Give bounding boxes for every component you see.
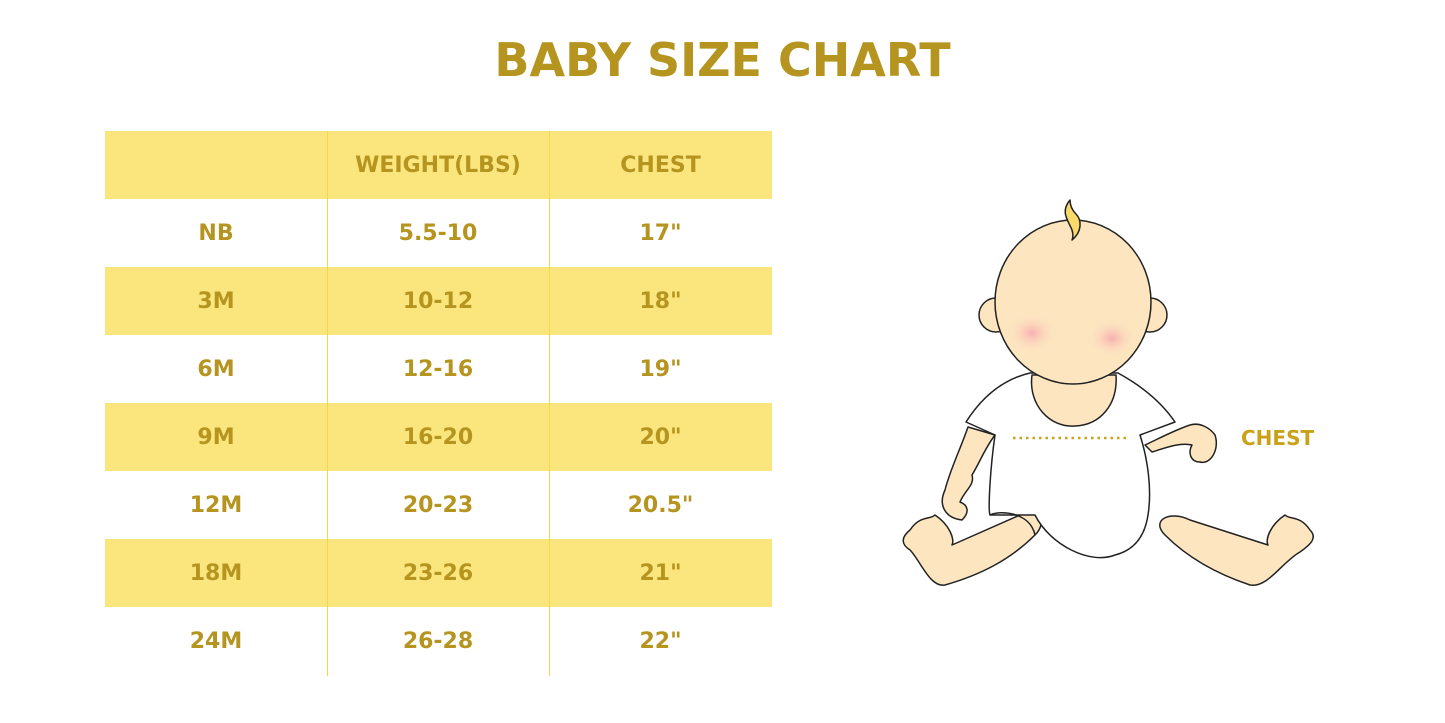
cell-weight: 10-12 [402, 288, 474, 314]
cell-size: 6M [197, 356, 235, 382]
header-cell-chest: CHEST [620, 152, 701, 178]
cell-size: 24M [189, 628, 243, 654]
cell-weight: 20-23 [402, 492, 474, 518]
right-leg [1159, 514, 1314, 586]
cell-chest: 22" [639, 628, 682, 654]
table-header-row: WEIGHT(LBS) CHEST [105, 131, 772, 199]
cell-chest: 19" [639, 356, 682, 382]
page-title: BABY SIZE CHART [494, 33, 951, 87]
cell-weight: 12-16 [402, 356, 474, 382]
table-row: 6M 12-16 19" [105, 335, 772, 403]
baby-illustration [902, 199, 1314, 586]
left-leg [902, 511, 1042, 586]
table-row: NB 5.5-10 17" [105, 199, 772, 267]
neck [1030, 374, 1117, 427]
column-divider [549, 131, 550, 676]
cell-weight: 26-28 [402, 628, 474, 654]
table-row: 9M 16-20 20" [105, 403, 772, 471]
table-row: 18M 23-26 21" [105, 539, 772, 607]
table-row: 12M 20-23 20.5" [105, 471, 772, 539]
cell-size: 9M [197, 424, 235, 450]
cell-weight: 23-26 [402, 560, 474, 586]
header-cell-weight: WEIGHT(LBS) [355, 152, 521, 178]
cell-chest: 17" [639, 220, 682, 246]
shirt [965, 372, 1176, 559]
cell-size: 3M [197, 288, 235, 314]
left-arm [941, 426, 996, 521]
table-row: 24M 26-28 22" [105, 607, 772, 675]
cell-chest: 20.5" [627, 492, 694, 518]
cell-chest: 18" [639, 288, 682, 314]
cell-chest: 21" [639, 560, 682, 586]
head [994, 219, 1152, 385]
cell-weight: 16-20 [402, 424, 474, 450]
cell-size: NB [198, 220, 234, 246]
cell-chest: 20" [639, 424, 682, 450]
left-cheek [1007, 313, 1057, 353]
cell-size: 12M [189, 492, 243, 518]
chest-label: CHEST [1241, 426, 1315, 450]
cell-weight: 5.5-10 [398, 220, 478, 246]
header-cell [105, 131, 327, 199]
column-divider [327, 131, 328, 676]
size-table: WEIGHT(LBS) CHEST NB 5.5-10 17" 3M 10-12 18" 6… [105, 131, 772, 675]
right-cheek [1087, 318, 1137, 358]
hair-curl [1064, 199, 1081, 241]
right-arm [1144, 423, 1217, 464]
cell-size: 18M [189, 560, 243, 586]
table-row: 3M 10-12 18" [105, 267, 772, 335]
